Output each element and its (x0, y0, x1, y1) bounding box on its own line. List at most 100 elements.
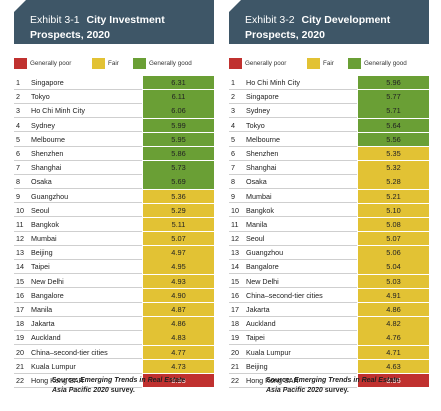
row-city: Taipei (246, 333, 265, 343)
row-rank: 9 (231, 191, 235, 201)
row-score-cell: 5.95 (143, 132, 214, 147)
legend-label-good: Generally good (149, 60, 192, 67)
row-city: Tokyo (246, 120, 265, 130)
row-score-cell: 4.76 (358, 331, 429, 345)
row-city: Bangkok (31, 219, 59, 229)
row-score-cell: 5.32 (358, 161, 429, 175)
legend-swatch-good (348, 58, 361, 69)
exhibit-title-line2: Prospects, 2020 (30, 29, 110, 41)
exhibit-title-line1: City Development (301, 14, 391, 26)
row-city: Mumbai (31, 234, 57, 244)
exhibit-title-line1: City Investment (86, 14, 165, 26)
legend-label-fair: Fair (323, 60, 334, 67)
table-row: 8 Osaka 5.28 (229, 175, 429, 190)
row-score-cell: 5.04 (358, 260, 429, 274)
row-score-cell: 5.06 (358, 246, 429, 260)
row-rank: 6 (16, 148, 20, 158)
table-row: 1 Singapore 6.31 (14, 76, 214, 90)
row-score-cell: 4.63 (358, 359, 429, 374)
legend: Generally poor Fair Generally good (14, 58, 214, 72)
source-note-right: Source: Emerging Trends in Real Estate A… (266, 376, 399, 396)
header-corner-notch (229, 0, 241, 12)
row-score-cell: 5.21 (358, 189, 429, 203)
row-score-cell: 4.86 (358, 303, 429, 317)
table-row: 1 Ho Chi Minh City 5.96 (229, 76, 429, 90)
row-score-cell: 5.56 (358, 132, 429, 147)
legend-label-poor: Generally poor (30, 60, 72, 67)
row-score-cell: 6.06 (143, 104, 214, 118)
table-row: 20 Kuala Lumpur 4.71 (229, 345, 429, 360)
row-rank: 18 (16, 319, 24, 329)
row-rank: 10 (231, 205, 239, 215)
row-score-cell: 4.90 (143, 288, 214, 303)
row-city: Manila (31, 305, 53, 314)
row-score-cell: 5.35 (358, 146, 429, 161)
row-city: Kuala Lumpur (31, 361, 76, 371)
row-city: Melbourne (246, 134, 280, 144)
row-city: Mumbai (246, 191, 272, 201)
table-row: 21 Kuala Lumpur 4.73 (14, 359, 214, 374)
row-rank: 10 (16, 205, 24, 215)
table-row: 4 Sydney 5.99 (14, 118, 214, 133)
row-city: Tokyo (31, 92, 50, 102)
table-row: 3 Sydney 5.71 (229, 104, 429, 119)
table-row: 3 Ho Chi Minh City 6.06 (14, 104, 214, 119)
row-city: Shanghai (246, 163, 277, 173)
table-row: 2 Singapore 5.77 (229, 90, 429, 105)
row-rank: 21 (231, 361, 239, 371)
table-row: 15 New Delhi 5.03 (229, 274, 429, 289)
row-city: Hong Kong SAR (246, 375, 299, 385)
table-row: 14 Bangalore 5.04 (229, 260, 429, 275)
row-city: Beijing (31, 248, 53, 258)
ranking-table: 1 Ho Chi Minh City 5.96 2 Singapore 5.77 3 Sydn… (229, 76, 429, 388)
row-rank: 13 (231, 248, 239, 258)
legend-swatch-good (133, 58, 146, 69)
row-rank: 14 (231, 262, 239, 272)
row-score-cell: 4.71 (358, 345, 429, 359)
row-rank: 19 (231, 333, 239, 343)
row-city: Guangzhou (31, 191, 69, 201)
table-row: 18 Jakarta 4.86 (14, 317, 214, 332)
row-city: China–second-tier cities (31, 347, 108, 357)
row-rank: 7 (16, 163, 20, 173)
row-city: Jakarta (31, 319, 55, 329)
table-row: 6 Shenzhen 5.86 (14, 146, 214, 161)
exhibit-header: Exhibit 3-1 City Investment Prospects, 2… (14, 0, 214, 44)
table-row: 10 Seoul 5.29 (14, 203, 214, 218)
row-score-cell: 4.95 (143, 260, 214, 274)
row-rank: 20 (231, 347, 239, 357)
table-row: 12 Seoul 5.07 (229, 232, 429, 247)
row-city: Ho Chi Minh City (31, 106, 85, 116)
table-row: 19 Auckland 4.83 (14, 331, 214, 346)
source-title-line1: Emerging Trends in Real Estate (80, 377, 186, 384)
row-rank: 2 (16, 92, 20, 102)
row-score-cell: 6.31 (143, 76, 214, 90)
row-city: Sydney (31, 120, 55, 130)
row-score-cell: 4.86 (143, 317, 214, 331)
source-label: Source: (266, 377, 293, 384)
investment-prospects-panel: Exhibit 3-1 City Investment Prospects, 2… (14, 0, 214, 388)
table-row: 18 Auckland 4.82 (229, 317, 429, 332)
row-rank: 18 (231, 319, 239, 329)
table-row: 4 Tokyo 5.64 (229, 118, 429, 133)
row-city: Shenzhen (31, 148, 64, 158)
table-row: 22 Hong Kong SAR 3.96 (229, 373, 429, 388)
row-score-cell: 5.99 (143, 118, 214, 132)
row-city: Bangalore (31, 290, 64, 300)
row-rank: 3 (231, 106, 235, 116)
row-score-cell: 5.07 (358, 232, 429, 246)
row-rank: 12 (16, 234, 24, 244)
row-rank: 20 (16, 347, 24, 357)
row-city: New Delhi (246, 276, 279, 286)
table-row: 13 Guangzhou 5.06 (229, 246, 429, 261)
row-city: New Delhi (31, 276, 64, 286)
row-city: Shanghai (31, 163, 62, 173)
source-title-line2: Asia Pacific 2020 (266, 387, 323, 394)
table-row: 17 Manila 4.87 (14, 303, 214, 317)
table-row: 20 China–second-tier cities 4.77 (14, 345, 214, 360)
row-score-cell: 4.77 (143, 345, 214, 359)
row-score-cell: 5.07 (143, 232, 214, 246)
row-rank: 3 (16, 106, 20, 116)
row-rank: 8 (231, 177, 235, 187)
table-row: 2 Tokyo 6.11 (14, 90, 214, 105)
